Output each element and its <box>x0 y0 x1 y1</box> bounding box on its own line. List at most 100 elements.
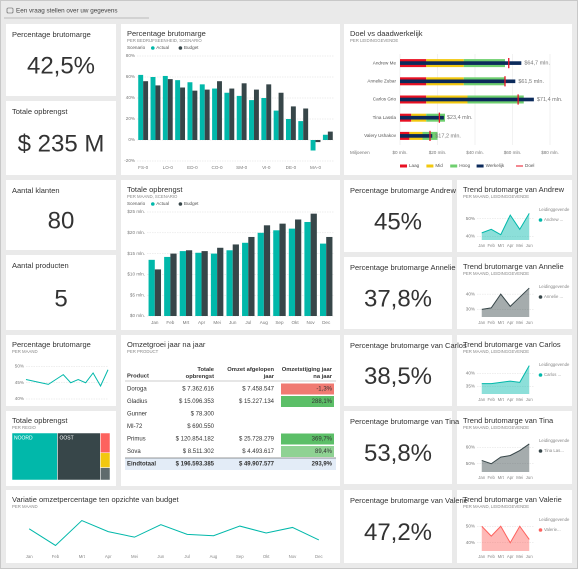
card-title: Percentage brutomarge van Valerie <box>350 496 468 505</box>
table-cell: $ 7.362.616 <box>182 387 214 393</box>
tile <box>6 490 340 563</box>
bar <box>236 95 242 140</box>
legend-title: Leidinggevende <box>539 207 570 212</box>
table-cell: $ 4.493.617 <box>242 449 274 455</box>
chart-title: Trend brutomarge van Valerie <box>463 495 562 504</box>
treemap-cell <box>57 432 101 481</box>
legend-label: Budget <box>184 201 199 206</box>
x-tick-label: Mrt <box>498 554 505 559</box>
total-cell: 293,9% <box>312 462 333 468</box>
line <box>25 369 109 388</box>
tile <box>6 24 116 96</box>
x-tick-label: Mei <box>516 554 523 559</box>
y-tick-label: $5 mln. <box>130 292 145 297</box>
bar <box>229 88 235 140</box>
bar <box>290 106 296 140</box>
x-tick-label: Jan <box>151 320 159 325</box>
x-tick-label: Aug <box>260 320 269 325</box>
card-value: 5 <box>54 285 67 312</box>
area <box>481 365 530 394</box>
x-tick-label: Jun <box>526 243 534 248</box>
tile <box>344 257 452 329</box>
x-tick-label: Jan <box>478 475 486 480</box>
bar <box>155 85 161 140</box>
x-tick-label: Apr <box>507 475 514 480</box>
y-tick-label: $20 mln. <box>127 230 145 235</box>
x-tick-label: Feb <box>52 554 60 559</box>
x-tick-label: $20 mln. <box>429 150 447 155</box>
bar <box>261 98 267 140</box>
legend-swatch <box>151 202 155 206</box>
bar <box>288 228 296 316</box>
x-tick-label: Sep <box>275 320 284 325</box>
x-tick-label: ED-0 <box>187 165 198 170</box>
line <box>481 213 530 236</box>
value-label: $17,2 mln. <box>435 133 461 139</box>
growth-cell-bg <box>281 396 334 407</box>
table-cell: $ 15.096.353 <box>179 399 215 405</box>
x-tick-label: Okt <box>291 320 299 325</box>
card-value: 80 <box>48 207 75 234</box>
legend-label: Carlos ... <box>544 372 561 377</box>
x-tick-label: $80 mln. <box>541 150 559 155</box>
card-value: $ 235 M <box>18 131 105 158</box>
x-tick-label: Jun <box>229 320 237 325</box>
card-title: Percentage brutomarge van Carlos <box>350 341 467 350</box>
x-tick-label: $60 mln. <box>504 150 522 155</box>
chart-title: Trend brutomarge van Carlos <box>463 340 561 349</box>
chart-subtitle: PER BEDRIJFSEENHEID, SCENARIO <box>127 38 202 43</box>
search-placeholder: Een vraag stellen over uw gegevens <box>16 8 118 15</box>
legend-title: Leidinggevende <box>539 284 570 289</box>
x-tick-label: Apr <box>507 320 514 325</box>
bar <box>217 247 224 316</box>
growth-cell-bg <box>281 433 334 445</box>
table-cell: MI-72 <box>127 424 143 430</box>
value-label: $23,4 mln. <box>447 115 473 121</box>
bar <box>150 77 156 140</box>
actual-bar <box>400 79 516 84</box>
table-cell: $ 690.550 <box>187 424 214 430</box>
x-tick-label: DE-0 <box>286 165 297 170</box>
y-tick-label: 40% <box>15 396 24 401</box>
treemap-label: OOST <box>59 435 73 441</box>
actual-bar <box>400 134 433 138</box>
card-title: Percentage brutomarge <box>12 30 91 39</box>
row-label: Annelie Zubar <box>367 79 396 84</box>
chart-subtitle: PER REGIO <box>12 425 37 430</box>
bar <box>201 251 208 316</box>
table-cell: $ 25.728.279 <box>239 437 275 443</box>
chart-title: Percentage brutomarge <box>127 29 206 38</box>
line <box>481 287 530 310</box>
bar <box>295 219 302 316</box>
chart-title: Doel vs daadwerkelijk <box>350 29 423 38</box>
bar <box>263 225 271 316</box>
chart-title: Variatie omzetpercentage ten opzichte va… <box>12 495 180 504</box>
y-tick-label: $25 mln. <box>127 209 145 214</box>
bar <box>162 75 168 140</box>
total-cell: Eindtotaal <box>127 462 156 468</box>
legend-swatch <box>450 164 458 168</box>
card-title: Percentage brutomarge van Tina <box>350 417 460 426</box>
bar <box>192 90 198 140</box>
chart-subtitle: PER MAAND, SCENARIO <box>127 194 178 199</box>
legend-label: Budget <box>184 45 199 50</box>
search-field[interactable] <box>4 4 149 18</box>
y-tick-label: 80% <box>126 53 135 58</box>
legend-label: Actual <box>156 201 169 206</box>
bar <box>304 221 311 316</box>
bar <box>199 84 205 140</box>
chart-subtitle: PER MAAND, LEIDINGGEVENDE <box>463 425 529 430</box>
search-box[interactable]: Een vraag stellen over uw gegevens <box>4 4 149 19</box>
chart-subtitle: PER MAAND <box>12 349 38 354</box>
legend-swatch <box>538 295 543 299</box>
total-cell: $ 196.593.385 <box>176 462 215 468</box>
y-tick-label: 40% <box>466 234 475 239</box>
growth-cell-bg <box>281 446 334 457</box>
bar <box>143 81 149 140</box>
table-cell: 89,4% <box>315 449 333 455</box>
y-tick-label: 40% <box>466 540 475 545</box>
x-tick-label: Apr <box>105 554 112 559</box>
y-tick-label: 40% <box>126 95 135 100</box>
bar <box>315 140 321 143</box>
bar <box>326 236 333 316</box>
